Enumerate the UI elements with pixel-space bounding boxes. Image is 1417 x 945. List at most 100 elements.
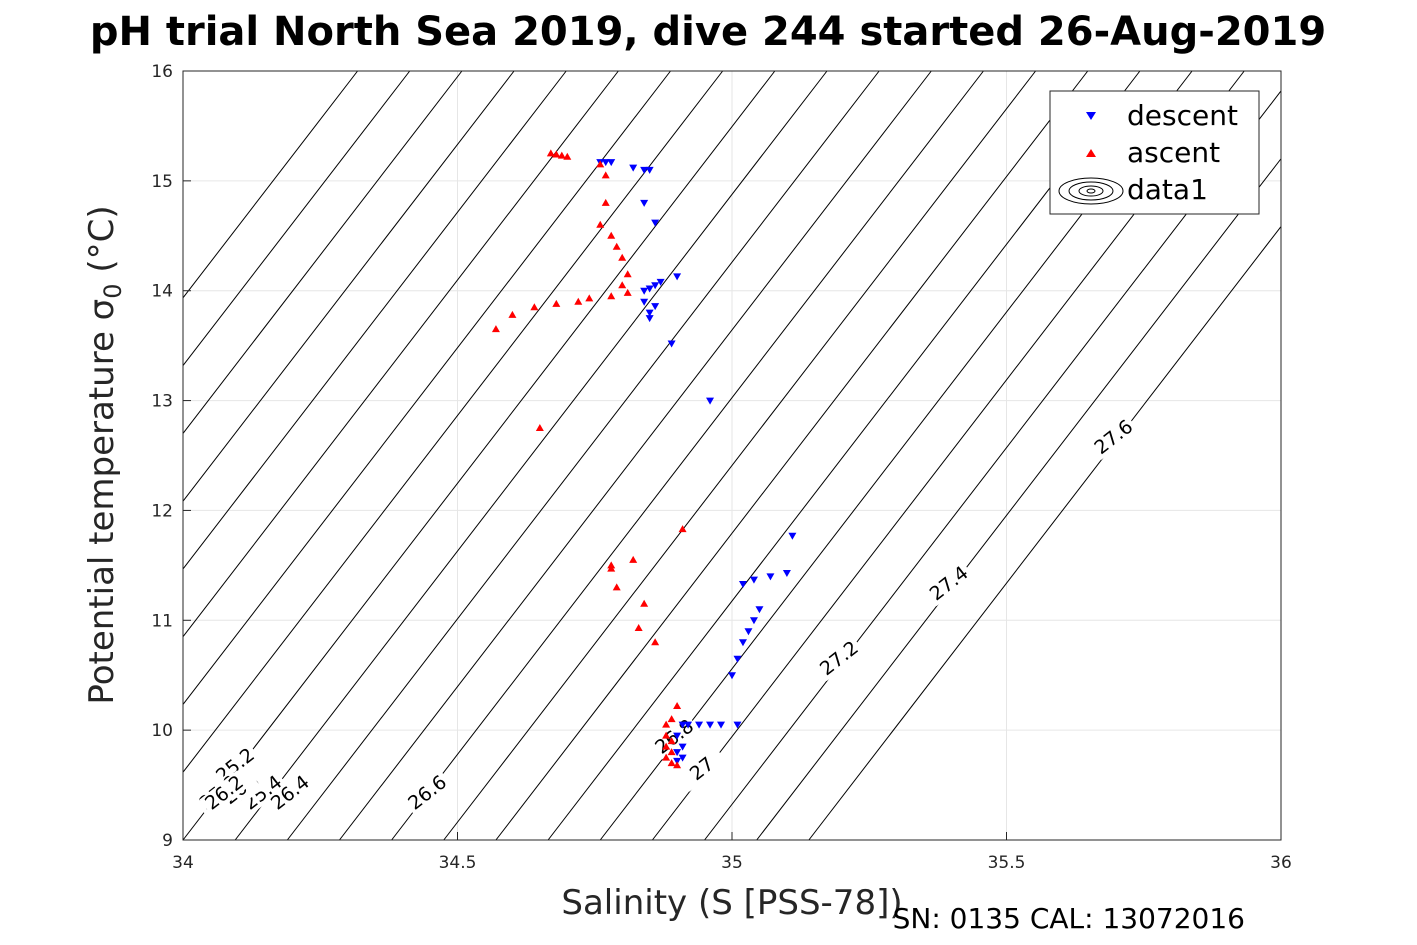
descent-point <box>640 287 649 295</box>
descent-point <box>607 159 616 167</box>
density-contour-label-background <box>402 770 453 816</box>
descent-point <box>651 303 660 311</box>
density-contour-label-background <box>814 635 865 682</box>
ascent-point <box>640 599 649 607</box>
descent-point <box>645 315 654 323</box>
density-contour-line <box>182 70 463 434</box>
x-tick-label: 35 <box>721 853 743 873</box>
ascent-point <box>667 715 676 723</box>
descent-point <box>695 721 704 729</box>
ascent-point <box>673 701 682 709</box>
descent-point <box>678 721 687 729</box>
ascent-point <box>574 297 583 305</box>
legend-marker-descent <box>1086 112 1096 120</box>
ascent-point <box>607 292 616 300</box>
descent-point <box>673 273 682 281</box>
ascent-point <box>552 150 561 158</box>
ascent-point <box>623 288 632 296</box>
descent-point <box>673 749 682 757</box>
y-tick-label: 10 <box>151 721 173 741</box>
ascent-point <box>607 564 616 572</box>
y-tick-label: 12 <box>151 501 173 521</box>
density-contour-label-background <box>924 560 975 607</box>
ascent-point <box>601 171 610 179</box>
density-contour-line <box>182 70 358 299</box>
descent-point <box>738 581 747 589</box>
y-axis-ticks: 9 10 11 12 13 14 15 16 <box>151 62 191 851</box>
ascent-point <box>662 731 671 739</box>
density-contours <box>182 70 1282 841</box>
x-axis-label: Salinity (S [PSS-78]) <box>561 883 902 923</box>
descent-point <box>749 576 758 584</box>
ascent-point <box>634 623 643 631</box>
y-tick-label: 14 <box>151 282 173 302</box>
y-tick-label: 16 <box>151 62 173 82</box>
descent-point <box>733 655 742 663</box>
ascent-series <box>491 149 687 769</box>
x-tick-label: 36 <box>1270 853 1292 873</box>
descent-point <box>738 639 747 647</box>
density-contour-line <box>182 70 671 705</box>
ascent-point <box>629 555 638 563</box>
density-contour-line <box>182 70 776 841</box>
ascent-point <box>662 753 671 761</box>
descent-point <box>656 278 665 286</box>
density-contour-line <box>808 226 1282 841</box>
descent-point <box>645 285 654 293</box>
density-contour-line <box>234 70 828 841</box>
density-contour-label-background <box>199 770 250 816</box>
descent-point <box>678 754 687 762</box>
descent-point <box>667 340 676 348</box>
density-contour-line <box>704 90 1282 841</box>
density-contour-line <box>443 70 1036 841</box>
descent-point <box>706 721 715 729</box>
legend: descent ascent data1 <box>1049 90 1260 215</box>
ascent-point <box>612 583 621 591</box>
descent-point <box>733 721 742 729</box>
density-contour-line <box>756 158 1282 841</box>
descent-point <box>640 166 649 174</box>
x-tick-label: 34.5 <box>439 853 477 873</box>
descent-point <box>651 282 660 290</box>
ascent-point <box>662 742 671 750</box>
descent-point <box>706 397 715 405</box>
ascent-point <box>563 152 572 160</box>
legend-label-descent: descent <box>1127 99 1238 132</box>
grid-lines <box>182 70 1282 841</box>
ascent-point <box>667 748 676 756</box>
descent-point <box>601 159 610 167</box>
density-contour-line <box>182 70 411 366</box>
x-tick-label: 35.5 <box>988 853 1026 873</box>
density-contour-label-background <box>1088 414 1139 461</box>
ascent-point <box>601 198 610 206</box>
x-tick-label: 34 <box>172 853 194 873</box>
density-contour-line <box>182 70 567 570</box>
y-axis-label-main: Potential temperature σ <box>82 299 122 705</box>
density-contour-line <box>182 70 724 773</box>
x-axis-ticks: 34 34.5 35 35.5 36 <box>172 832 1292 873</box>
y-axis-label: Potential temperature σ0 (°C) <box>82 205 127 704</box>
descent-point <box>684 721 693 729</box>
ascent-point <box>585 294 594 302</box>
legend-label-data1: data1 <box>1127 173 1208 206</box>
descent-point <box>640 199 649 207</box>
descent-point <box>782 570 791 578</box>
density-contour-label-background <box>237 770 288 816</box>
ascent-point <box>508 310 517 318</box>
density-contour-line <box>339 70 932 841</box>
density-contour-line <box>286 70 880 841</box>
ascent-point <box>607 231 616 239</box>
ascent-point <box>623 270 632 278</box>
descent-point <box>645 309 654 317</box>
ascent-point <box>596 160 605 168</box>
legend-label-ascent: ascent <box>1127 136 1220 169</box>
density-contour-line <box>391 70 984 841</box>
descent-point <box>717 721 726 729</box>
chart-title: pH trial North Sea 2019, dive 244 starte… <box>90 9 1326 55</box>
ascent-point <box>535 424 544 432</box>
density-contour-line <box>182 70 619 637</box>
ascent-point <box>667 759 676 767</box>
descent-point <box>645 166 654 174</box>
descent-point <box>728 672 736 680</box>
